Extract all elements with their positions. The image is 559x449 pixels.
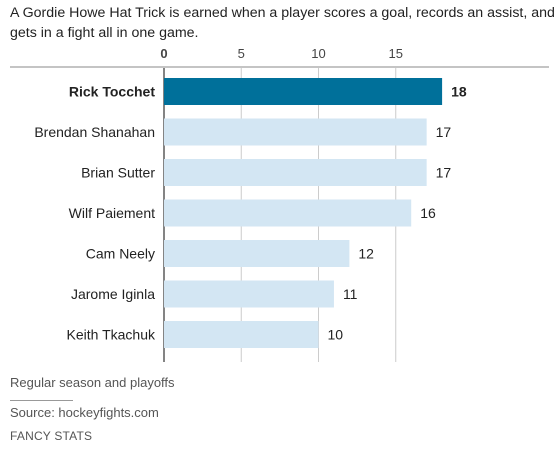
x-tick-label: 15 bbox=[389, 46, 403, 61]
x-tick-label: 10 bbox=[311, 46, 325, 61]
x-tick-label: 5 bbox=[238, 46, 245, 61]
value-label: 16 bbox=[420, 205, 436, 221]
category-label: Keith Tkachuk bbox=[67, 327, 156, 343]
chart-note: Regular season and playoffs bbox=[10, 375, 175, 390]
value-label: 17 bbox=[436, 165, 452, 181]
bar bbox=[164, 240, 350, 267]
bar bbox=[164, 321, 319, 348]
category-label: Jarome Iginla bbox=[71, 286, 155, 302]
category-label: Wilf Paiement bbox=[69, 205, 155, 221]
bar-chart: 0 5 10 15 Rick Tocchet Brendan Shanahan Brian… bbox=[10, 46, 549, 362]
category-label: Brendan Shanahan bbox=[34, 124, 155, 140]
bar bbox=[164, 78, 443, 105]
category-label: Cam Neely bbox=[86, 246, 155, 262]
value-label: 11 bbox=[343, 286, 358, 302]
footer-divider bbox=[10, 400, 73, 401]
source-line: Source: hockeyfights.com bbox=[10, 405, 159, 420]
credit-line: FANCY STATS bbox=[10, 429, 93, 443]
value-label: 10 bbox=[328, 327, 344, 343]
chart-subtitle: A Gordie Howe Hat Trick is earned when a… bbox=[10, 5, 555, 41]
value-label: 18 bbox=[451, 84, 467, 100]
value-labels: 18 17 17 16 12 11 10 bbox=[328, 84, 467, 343]
bar bbox=[164, 280, 334, 308]
bar bbox=[164, 199, 412, 227]
x-tick-label: 0 bbox=[160, 46, 167, 61]
category-label: Rick Tocchet bbox=[69, 84, 155, 100]
x-tick-labels: 0 5 10 15 bbox=[160, 46, 403, 61]
category-labels: Rick Tocchet Brendan Shanahan Brian Sutter… bbox=[34, 84, 156, 343]
value-label: 12 bbox=[358, 246, 374, 262]
bar bbox=[164, 118, 427, 146]
value-label: 17 bbox=[436, 124, 452, 140]
bar bbox=[164, 159, 427, 186]
category-label: Brian Sutter bbox=[81, 165, 155, 181]
bars bbox=[164, 78, 443, 348]
